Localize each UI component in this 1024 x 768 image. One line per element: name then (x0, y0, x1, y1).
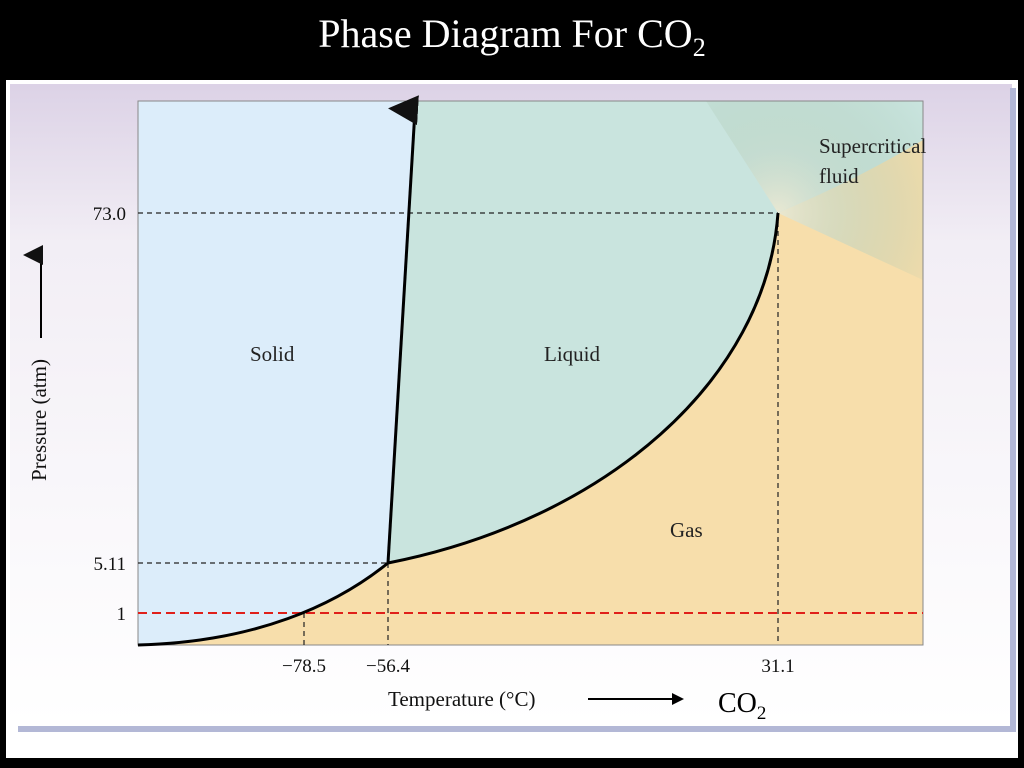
x-axis-label: Temperature (°C) (388, 687, 535, 711)
liquid-region (388, 101, 923, 563)
melting-curve (386, 95, 419, 564)
compound-subscript: 2 (757, 703, 767, 724)
compound-label: CO2 (718, 688, 766, 724)
supercritical-region-lower (778, 140, 923, 280)
phase-diagram: Solid Liquid Gas Supercritical fluid 73.… (10, 84, 1016, 732)
title-text: Phase Diagram For CO (318, 11, 693, 56)
panel-shadow-bottom (18, 726, 1014, 732)
liquid-label: Liquid (544, 342, 600, 366)
diagram-panel: Solid Liquid Gas Supercritical fluid 73.… (6, 80, 1018, 758)
title-subscript: 2 (692, 33, 706, 62)
x-tick-critical: 31.1 (761, 656, 794, 677)
y-tick-one: 1 (117, 604, 127, 625)
x-tick-triple: −56.4 (366, 656, 410, 677)
plot-frame (137, 100, 924, 646)
x-axis-arrowhead-icon (672, 693, 684, 705)
sublimation-curve (137, 561, 389, 647)
panel-shadow-right (1010, 88, 1016, 732)
y-axis-label: Pressure (atm) (27, 359, 51, 481)
vaporization-curve (387, 212, 780, 565)
supercritical-label-line1: Supercritical (819, 134, 926, 158)
y-tick-critical: 73.0 (93, 204, 126, 225)
supercritical-label-line2: fluid (819, 164, 859, 188)
compound-main: CO (718, 688, 757, 719)
y-tick-triple: 5.11 (93, 554, 126, 575)
slide-title: Phase Diagram For CO2 (0, 10, 1024, 63)
x-tick-sublimation: −78.5 (282, 656, 326, 677)
solid-label: Solid (250, 342, 295, 366)
supercritical-region (706, 101, 923, 213)
gas-label: Gas (670, 518, 703, 542)
solid-region (138, 101, 416, 645)
guide-lines (138, 212, 779, 645)
